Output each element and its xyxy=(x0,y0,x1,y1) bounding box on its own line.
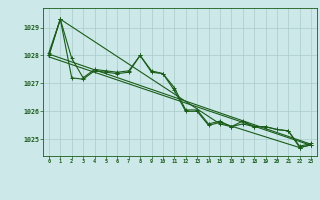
Text: Graphe pression niveau de la mer (hPa): Graphe pression niveau de la mer (hPa) xyxy=(72,179,248,188)
